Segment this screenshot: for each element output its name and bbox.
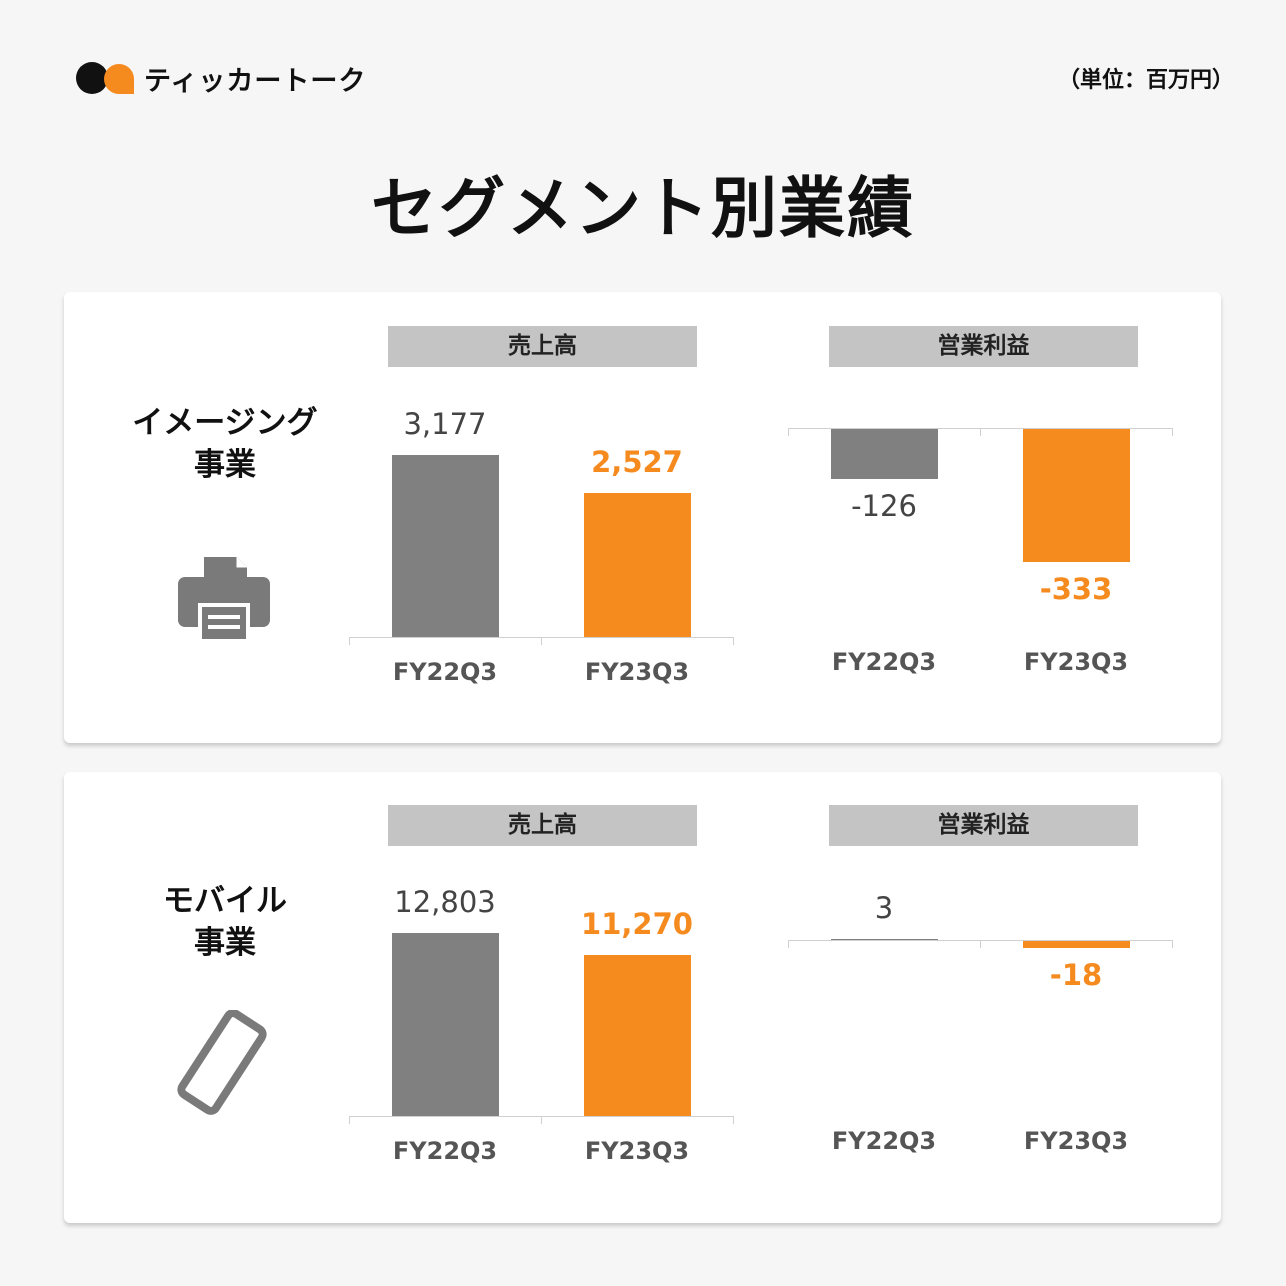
category-label: FY23Q3 [1023, 648, 1129, 676]
axis-tick [788, 428, 789, 436]
value-label: -333 [1039, 572, 1113, 607]
category-label: FY22Q3 [392, 658, 498, 686]
category-label: FY22Q3 [392, 1137, 498, 1165]
category-label: FY23Q3 [584, 1137, 690, 1165]
bar-FY23Q3 [584, 492, 691, 637]
axis-tick [1172, 428, 1173, 436]
value-label: 11,270 [581, 907, 693, 941]
printer-icon [178, 557, 270, 641]
bar-FY23Q3 [1023, 429, 1130, 563]
brand-logo: ティッカートーク [76, 60, 367, 97]
segment-name-line2: 事業 [194, 925, 256, 961]
axis-tick [541, 637, 542, 645]
axis-tick [980, 428, 981, 436]
logo-mark-black [76, 62, 108, 94]
category-label: FY22Q3 [831, 648, 937, 676]
smartphone-icon [177, 1010, 267, 1115]
value-label: 3,177 [403, 407, 487, 442]
axis-tick [733, 637, 734, 645]
axis-tick [788, 940, 789, 948]
segment-name-line2: 事業 [194, 447, 256, 483]
brand-name: ティッカートーク [144, 65, 367, 97]
chart-header: 売上高 [388, 805, 697, 846]
axis-tick [349, 1116, 350, 1124]
bar-FY22Q3 [831, 938, 938, 940]
bar-FY23Q3 [584, 955, 691, 1116]
segment-name-line1: モバイル [163, 883, 287, 919]
logo-mark-orange [104, 64, 134, 94]
bar-FY23Q3 [1023, 941, 1130, 949]
bar-FY22Q3 [392, 933, 499, 1116]
bar-FY22Q3 [831, 429, 938, 480]
axis-tick [980, 940, 981, 948]
chart-header: 営業利益 [829, 805, 1138, 846]
value-label: 12,803 [394, 885, 496, 920]
value-label: -18 [1049, 958, 1103, 993]
category-label: FY22Q3 [831, 1127, 937, 1155]
axis-tick [1172, 940, 1173, 948]
value-label: 3 [874, 890, 894, 925]
value-label: -126 [851, 489, 917, 524]
axis-tick [349, 637, 350, 645]
segment-name-mobile: モバイル 事業 [90, 880, 360, 964]
unit-label: （単位：百万円） [1057, 68, 1234, 93]
axis-tick [541, 1116, 542, 1124]
bar-FY22Q3 [392, 455, 499, 637]
segment-name-line1: イメージング [132, 405, 318, 441]
chart-header: 営業利益 [829, 326, 1138, 367]
category-label: FY23Q3 [1023, 1127, 1129, 1155]
category-label: FY23Q3 [584, 658, 690, 686]
page-title: セグメント別業績 [371, 170, 915, 247]
value-label: 2,527 [591, 444, 683, 479]
axis-tick [733, 1116, 734, 1124]
segment-name-imaging: イメージング 事業 [90, 402, 360, 486]
chart-header: 売上高 [388, 326, 697, 367]
